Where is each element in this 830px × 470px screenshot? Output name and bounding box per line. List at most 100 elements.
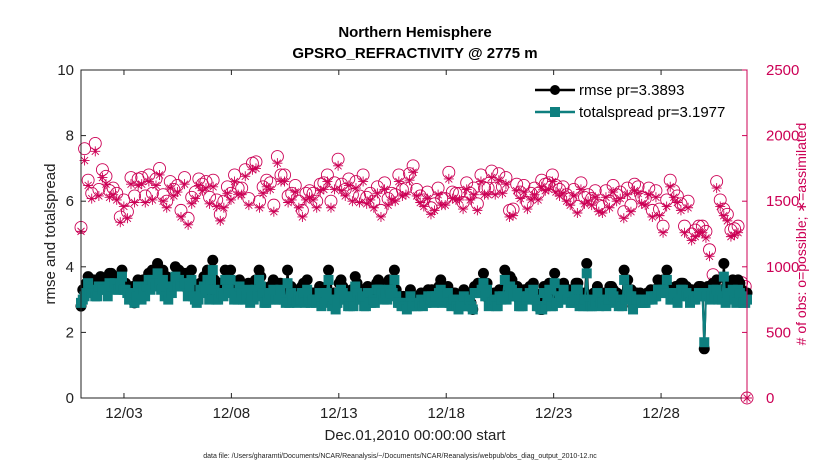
obs-assimilated-point (504, 211, 515, 222)
obs-assimilated-point (490, 189, 501, 200)
obs-assimilated-point (600, 192, 611, 203)
y2-tick-label: 1000 (766, 259, 799, 276)
totalspread-point (286, 288, 297, 299)
obs-assimilated-point (375, 211, 386, 222)
rmse-point (581, 258, 593, 270)
totalspread-point (517, 301, 528, 312)
totalspread-point (157, 274, 168, 285)
totalspread-point (346, 291, 357, 302)
y2-tick-label: 1500 (766, 193, 799, 210)
obs-assimilated-point (622, 189, 633, 200)
obs-assimilated-point (568, 190, 579, 201)
y-axis-right: 0 500 1000 1500 2000 2500 (742, 62, 799, 407)
obs-assimilated-point (518, 187, 529, 198)
obs-assimilated-point (697, 227, 708, 238)
obs-assimilated-point (193, 180, 204, 191)
obs-possible-point (78, 142, 92, 156)
obs-assimilated-point (429, 205, 440, 216)
totalspread-point (405, 291, 416, 302)
obs-assimilated-point (590, 192, 601, 203)
obs-assimilated-point (111, 194, 122, 205)
obs-assimilated-point (365, 194, 376, 205)
totalspread-point (569, 294, 580, 305)
totalspread-point (323, 274, 334, 285)
obs-assimilated-point (536, 181, 547, 192)
obs-assimilated-point (443, 173, 454, 184)
totalspread-point (601, 301, 612, 312)
obs-assimilated-point (386, 194, 397, 205)
obs-assimilated-point (225, 194, 236, 205)
obs-assimilated-point (683, 202, 694, 213)
totalspread-point (544, 284, 555, 295)
legend: rmse pr=3.3893 totalspread pr=3.1977 (528, 77, 740, 127)
x-axis-label: Dec.01,2010 00:00:00 start (325, 427, 507, 444)
obs-assimilated-point (543, 184, 554, 195)
legend-box (528, 77, 740, 127)
totalspread-point (250, 284, 261, 295)
x-tick-label: 12/18 (427, 405, 465, 422)
obs-assimilated-point (90, 146, 101, 157)
obs-assimilated-point (390, 196, 401, 207)
totalspread-point (579, 294, 590, 305)
y2-axis-label: # of obs: o=possible; ∗=assimilated (793, 123, 809, 346)
obs-assimilated-point (625, 206, 636, 217)
totalspread-point (182, 291, 193, 302)
obs-assimilated-point (115, 217, 126, 228)
totalspread-point (603, 294, 614, 305)
totalspread-point (499, 274, 510, 285)
obs-assimilated-point (272, 158, 283, 169)
totalspread-point (193, 294, 204, 305)
totalspread-point (478, 278, 489, 289)
totalspread-point (736, 291, 747, 302)
obs-assimilated-point (379, 184, 390, 195)
totalspread-point (699, 337, 710, 348)
y-tick-label: 8 (66, 128, 74, 145)
totalspread-point (458, 291, 469, 302)
obs-assimilated-point (79, 155, 90, 166)
obs-assimilated-point (297, 211, 308, 222)
obs-assimilated-point (172, 187, 183, 198)
obs-assimilated-point (640, 200, 651, 211)
obs-assimilated-point (497, 188, 508, 199)
rmse-point (301, 274, 313, 286)
obs-assimilated-point (261, 181, 272, 192)
obs-assimilated-point (254, 202, 265, 213)
obs-assimilated-point (243, 200, 254, 211)
rmse-point (661, 264, 673, 276)
totalspread-point (530, 294, 541, 305)
totalspread-point (129, 297, 140, 308)
obs-assimilated-point (161, 202, 172, 213)
rmse-point (435, 274, 447, 286)
totalspread-point (727, 284, 738, 295)
totalspread-point (578, 301, 589, 312)
totalspread-point (337, 288, 348, 299)
rmse-point (388, 264, 400, 276)
totalspread-point (92, 291, 103, 302)
obs-assimilated-point (558, 188, 569, 199)
y-tick-label: 4 (66, 259, 74, 276)
obs-assimilated-point (372, 188, 383, 199)
totalspread-point (619, 274, 630, 285)
obs-assimilated-point (100, 179, 111, 190)
obs-assimilated-point (268, 206, 279, 217)
obs-assimilated-point (286, 194, 297, 205)
obs-assimilated-point (411, 190, 422, 201)
obs-assimilated-point (433, 189, 444, 200)
obs-assimilated-point (511, 185, 522, 196)
obs-assimilated-point (447, 193, 458, 204)
totalspread-point (252, 291, 263, 302)
x-axis: 12/03 12/08 12/13 12/18 12/23 12/28 (105, 70, 680, 422)
legend-spread-label: totalspread pr=3.1977 (579, 104, 725, 121)
obs-assimilated-point (150, 180, 161, 191)
totalspread-point (218, 291, 229, 302)
obs-assimilated-point (547, 176, 558, 187)
totalspread-point (720, 297, 731, 308)
obs-assimilated-point (311, 202, 322, 213)
obs-assimilated-point (575, 184, 586, 195)
totalspread-point (711, 284, 722, 295)
data-file-footer: data file: /Users/gharamti/Documents/NCA… (203, 453, 597, 460)
totalspread-point (350, 281, 361, 292)
obs-assimilated-point (186, 198, 197, 209)
obs-assimilated-point (283, 197, 294, 208)
obs-assimilated-point (643, 189, 654, 200)
